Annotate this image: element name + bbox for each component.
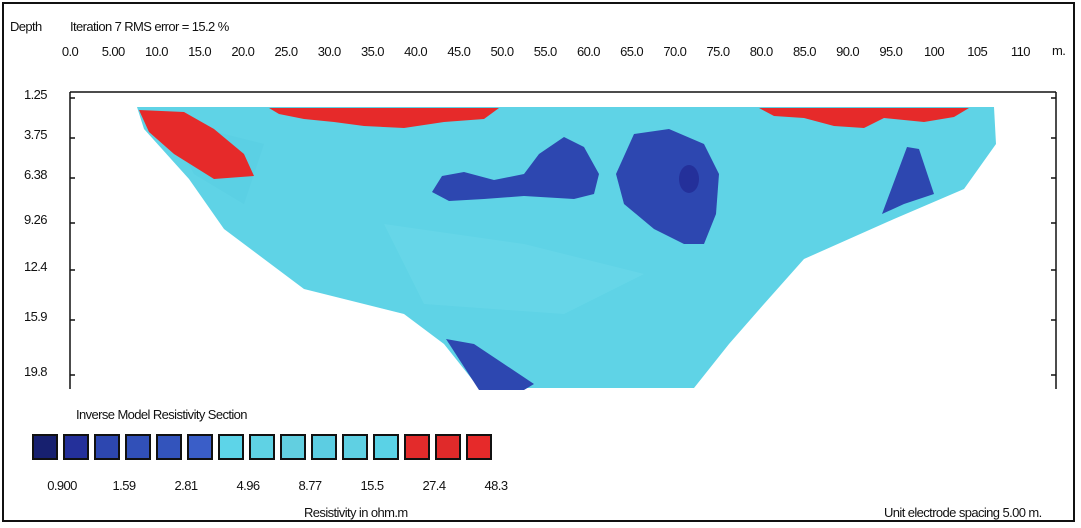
- resistivity-figure: Depth Iteration 7 RMS error = 15.2 % 0.0…: [2, 2, 1075, 522]
- y-tick-label: 6.38: [24, 167, 48, 182]
- legend-value-label: 0.900: [47, 478, 77, 493]
- legend-swatch: [94, 434, 120, 460]
- chart-title: Inverse Model Resistivity Section: [76, 407, 248, 422]
- x-tick-label: 5.00: [101, 44, 126, 59]
- x-tick-label: 55.0: [533, 44, 558, 59]
- x-tick-label: 80.0: [749, 44, 774, 59]
- legend-swatch: [280, 434, 306, 460]
- x-tick-label: 95.0: [879, 44, 903, 59]
- anomaly-low-center-left: [432, 137, 599, 201]
- x-tick-label: 100: [924, 44, 944, 59]
- depth-label: Depth: [10, 19, 42, 34]
- anomaly-low-right: [882, 147, 934, 214]
- x-tick-label: 15.0: [188, 44, 212, 59]
- y-tick-label: 9.26: [24, 212, 48, 227]
- legend-swatch: [373, 434, 399, 460]
- legend-value-label: 2.81: [174, 478, 199, 493]
- x-tick-label: 45.0: [447, 44, 471, 59]
- light-zone: [384, 224, 644, 314]
- x-tick-label: 35.0: [360, 44, 385, 59]
- anomaly-high-top-right: [759, 108, 969, 128]
- x-tick-label: 85.0: [792, 44, 817, 59]
- legend-swatch: [125, 434, 151, 460]
- section-plot: [69, 91, 1057, 390]
- anomaly-high-left: [139, 110, 254, 179]
- x-tick-label: 50.0: [490, 44, 515, 59]
- legend-value-label: 1.59: [112, 478, 137, 493]
- legend-value-label: 27.4: [422, 478, 447, 493]
- legend-swatch: [466, 434, 492, 460]
- legend-swatch: [218, 434, 244, 460]
- x-tick-label: 20.0: [231, 44, 255, 59]
- legend-swatch: [32, 434, 58, 460]
- legend-value-label: 48.3: [484, 478, 509, 493]
- x-tick-label: 40.0: [404, 44, 428, 59]
- x-tick-label: 0.0: [61, 44, 79, 59]
- x-tick-label: 10.0: [144, 44, 169, 59]
- anomaly-low-bottom: [446, 339, 534, 390]
- legend-swatch: [187, 434, 213, 460]
- x-tick-label: 65.0: [620, 44, 644, 59]
- y-tick-marks: [70, 97, 1056, 376]
- section-body: [137, 107, 996, 388]
- x-tick-label: 90.0: [836, 44, 860, 59]
- legend-swatch: [404, 434, 430, 460]
- legend-value-label: 15.5: [360, 478, 385, 493]
- x-tick-label: 70.0: [663, 44, 687, 59]
- legend-value-label: 4.96: [236, 478, 261, 493]
- x-tick-label: 110: [1010, 44, 1031, 59]
- y-tick-label: 19.8: [24, 364, 48, 379]
- legend-swatch: [63, 434, 89, 460]
- legend-swatch: [156, 434, 182, 460]
- x-tick-label: 105: [967, 44, 988, 59]
- legend-swatch: [342, 434, 368, 460]
- x-unit-label: m.: [1052, 43, 1066, 58]
- colorbar-label: Resistivity in ohm.m: [304, 505, 408, 520]
- electrode-spacing-label: Unit electrode spacing 5.00 m.: [884, 505, 1042, 520]
- anomaly-low-center: [616, 129, 719, 244]
- x-tick-label: 60.0: [576, 44, 601, 59]
- legend-swatch: [311, 434, 337, 460]
- anomaly-low-core: [679, 165, 699, 193]
- iteration-label: Iteration 7 RMS error = 15.2 %: [70, 19, 229, 34]
- y-tick-label: 15.9: [24, 309, 48, 324]
- y-tick-label: 3.75: [24, 127, 48, 142]
- y-tick-label: 12.4: [24, 259, 48, 274]
- y-tick-label: 1.25: [24, 87, 48, 102]
- anomaly-high-top-center: [269, 108, 499, 128]
- legend-value-label: 8.77: [298, 478, 323, 493]
- x-tick-label: 75.0: [706, 44, 731, 59]
- legend-swatch: [435, 434, 461, 460]
- x-tick-label: 25.0: [274, 44, 299, 59]
- legend-swatch: [249, 434, 275, 460]
- x-tick-label: 30.0: [317, 44, 342, 59]
